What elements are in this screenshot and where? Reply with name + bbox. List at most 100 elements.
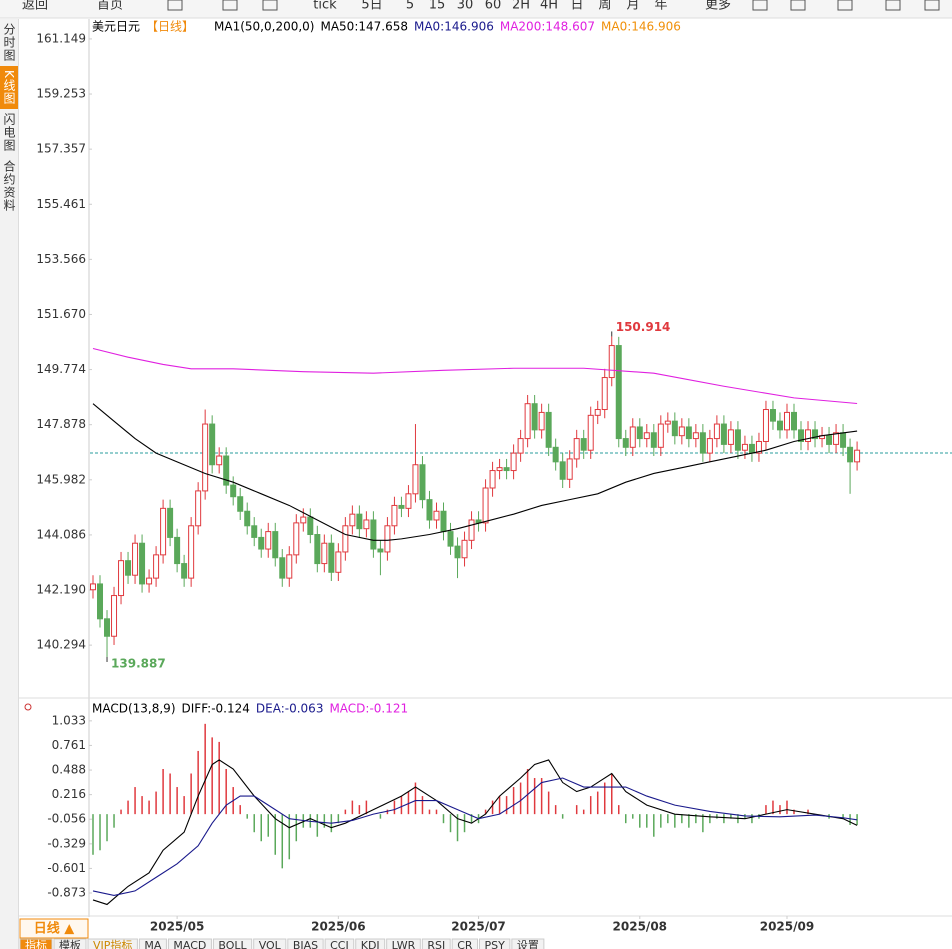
period-label: 【日线】 bbox=[146, 20, 194, 34]
y-tick-label: 147.878 bbox=[36, 417, 86, 431]
toolbar-button[interactable]: 更多 bbox=[705, 0, 731, 13]
indicator-legend: MACD(13,8,9) bbox=[92, 702, 176, 716]
toolbar-icon[interactable] bbox=[790, 0, 806, 11]
candle-body bbox=[307, 516, 314, 536]
toolbar-button[interactable]: 2H bbox=[512, 0, 530, 13]
candle-body bbox=[279, 557, 286, 579]
candle-body bbox=[706, 438, 713, 454]
toolbar-button[interactable]: 5日 bbox=[361, 0, 382, 13]
toolbar-icon[interactable] bbox=[262, 0, 278, 11]
toolbar-button[interactable]: 5 bbox=[406, 0, 414, 13]
indicator-tab[interactable]: BIAS bbox=[293, 939, 318, 949]
candle-body bbox=[216, 455, 223, 466]
candle-body bbox=[384, 525, 391, 553]
candle-body bbox=[90, 583, 96, 591]
candle-body bbox=[847, 446, 854, 463]
tab-box[interactable] bbox=[421, 938, 451, 949]
candle-body bbox=[237, 496, 244, 512]
y-tick-label: 155.461 bbox=[36, 197, 86, 211]
indicator-tab[interactable]: CR bbox=[457, 939, 473, 949]
tab-box[interactable] bbox=[479, 938, 511, 949]
candle-body bbox=[629, 426, 636, 448]
candle-body bbox=[776, 420, 783, 431]
extreme-label: 139.887 bbox=[111, 656, 166, 670]
tab-box[interactable] bbox=[451, 938, 479, 949]
indicator-tab[interactable]: KDJ bbox=[361, 939, 380, 949]
y-tick-label: 149.774 bbox=[36, 362, 86, 376]
sidebar-tab[interactable]: 闪电图 bbox=[2, 112, 16, 152]
indicator-tab[interactable]: 模板 bbox=[59, 938, 81, 949]
candle-body bbox=[643, 432, 650, 440]
toolbar-icon[interactable] bbox=[885, 0, 901, 11]
tab-box[interactable] bbox=[287, 938, 324, 949]
toolbar-button[interactable]: 15 bbox=[429, 0, 446, 13]
toolbar-button[interactable]: tick bbox=[313, 0, 337, 13]
tab-box[interactable] bbox=[53, 938, 87, 949]
candle-body bbox=[293, 522, 300, 556]
indicator-tab[interactable]: 设置 bbox=[517, 939, 539, 949]
indicator-line bbox=[92, 403, 858, 541]
toolbar-icon[interactable] bbox=[837, 0, 853, 11]
indicator-tab[interactable]: 指标 bbox=[25, 938, 47, 949]
toolbar-icon[interactable] bbox=[924, 0, 940, 11]
indicator-tab[interactable]: RSI bbox=[427, 939, 445, 949]
indicator-tab[interactable]: CCI bbox=[330, 939, 349, 949]
toolbar-icon[interactable] bbox=[167, 0, 183, 11]
candle-body bbox=[356, 513, 363, 530]
sidebar-tab[interactable]: 合约资料 bbox=[2, 159, 16, 212]
candle-body bbox=[720, 423, 727, 445]
toolbar-button[interactable]: 年 bbox=[654, 0, 667, 13]
candle-body bbox=[762, 409, 769, 442]
toolbar-icon[interactable] bbox=[222, 0, 238, 11]
candle-body bbox=[833, 432, 840, 445]
candle-body bbox=[342, 525, 349, 553]
indicator-tab[interactable]: VIP指标 bbox=[93, 938, 132, 949]
period-box[interactable] bbox=[19, 918, 89, 939]
period-button[interactable]: 日线 ▲ bbox=[34, 921, 75, 937]
indicator-tab[interactable]: PSY bbox=[485, 939, 506, 949]
toolbar-button[interactable]: 4H bbox=[540, 0, 558, 13]
candle-body bbox=[468, 519, 475, 541]
indicator-tab[interactable]: BOLL bbox=[218, 939, 247, 949]
indicator-tab[interactable]: LWR bbox=[392, 939, 416, 949]
indicator-tab[interactable]: MA bbox=[144, 939, 161, 949]
y-tick-label: 140.294 bbox=[36, 638, 86, 652]
candle-body bbox=[405, 493, 412, 509]
tab-box[interactable] bbox=[19, 938, 53, 949]
candle-body bbox=[538, 411, 545, 431]
x-tick-label: 2025/05 bbox=[150, 920, 204, 934]
tab-box[interactable] bbox=[386, 938, 421, 949]
tab-box[interactable] bbox=[138, 938, 167, 949]
toolbar-button[interactable]: 60 bbox=[485, 0, 502, 13]
tab-box[interactable] bbox=[167, 938, 212, 949]
toolbar-button[interactable]: 30 bbox=[457, 0, 474, 13]
candle-body bbox=[426, 499, 433, 521]
toolbar-button[interactable]: 日 bbox=[570, 0, 583, 13]
indicator-tab[interactable]: MACD bbox=[173, 939, 206, 949]
tab-box[interactable] bbox=[511, 938, 545, 949]
toolbar-button[interactable]: 首页 bbox=[97, 0, 123, 13]
toolbar-button[interactable]: 周 bbox=[598, 0, 611, 13]
tab-box[interactable] bbox=[253, 938, 287, 949]
sidebar-tab[interactable]: 分时图 bbox=[2, 23, 16, 62]
indicator-legend: DIFF:-0.124 bbox=[182, 702, 250, 716]
indicator-tab[interactable]: VOL bbox=[259, 939, 282, 949]
tab-box[interactable] bbox=[87, 938, 138, 949]
legend-item: MA0:146.906 bbox=[414, 20, 494, 34]
tab-box[interactable] bbox=[324, 938, 355, 949]
y-tick-label: 0.761 bbox=[52, 738, 86, 752]
sidebar-tab[interactable]: K线图 bbox=[0, 66, 18, 109]
indicator-line bbox=[92, 347, 858, 405]
settings-icon[interactable] bbox=[24, 703, 32, 711]
tab-box[interactable] bbox=[355, 938, 386, 949]
candle-body bbox=[433, 510, 440, 521]
legend-item: MA50:147.658 bbox=[320, 20, 408, 34]
toolbar-button[interactable]: 返回 bbox=[22, 0, 48, 13]
toolbar-icon[interactable] bbox=[752, 0, 768, 11]
tab-box[interactable] bbox=[212, 938, 253, 949]
candle-body bbox=[678, 426, 685, 437]
candle-body bbox=[370, 519, 377, 550]
y-tick-label: 0.216 bbox=[52, 787, 86, 801]
toolbar-button[interactable]: 月 bbox=[626, 0, 639, 13]
y-tick-label: 153.566 bbox=[36, 252, 86, 266]
